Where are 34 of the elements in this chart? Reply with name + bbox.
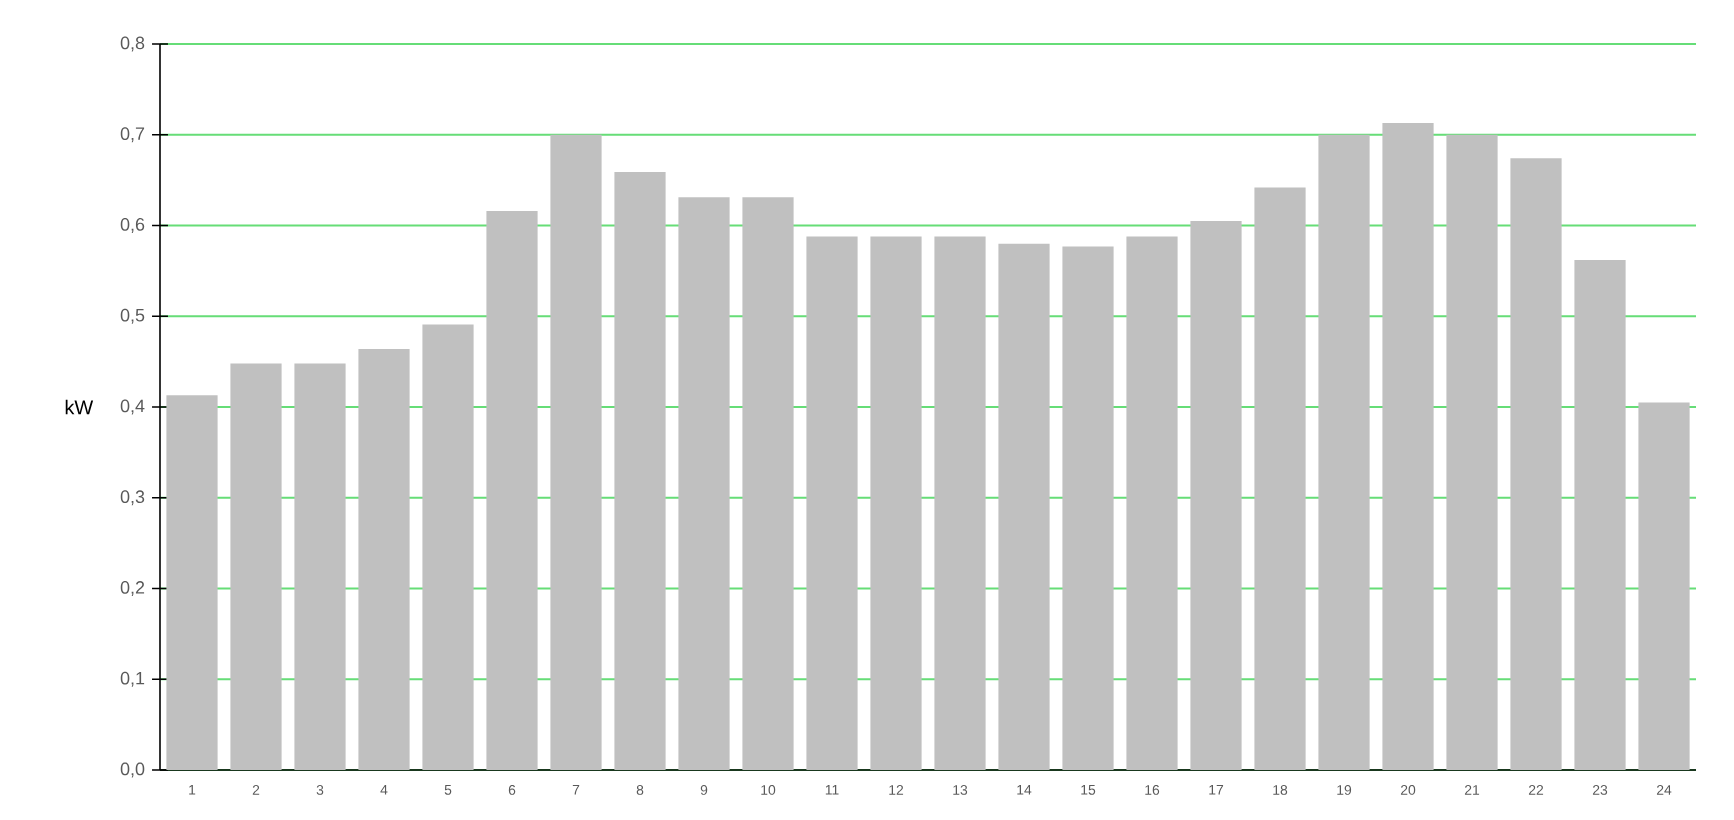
y-tick-label: 0,0 bbox=[120, 762, 145, 778]
y-tick-label: 0,7 bbox=[120, 127, 145, 143]
bar bbox=[1446, 134, 1498, 770]
bar bbox=[1126, 236, 1178, 770]
bar bbox=[1382, 122, 1434, 770]
bar bbox=[422, 324, 474, 770]
bar bbox=[614, 171, 666, 770]
y-tick-label: 0,5 bbox=[120, 308, 145, 324]
bar bbox=[678, 197, 730, 770]
bar bbox=[1062, 246, 1114, 770]
bar bbox=[1510, 158, 1562, 770]
bar bbox=[934, 236, 986, 770]
bar bbox=[1638, 402, 1690, 770]
y-tick-label: 0,8 bbox=[120, 36, 145, 52]
y-tick-label: 0,6 bbox=[120, 218, 145, 233]
bar bbox=[550, 134, 602, 770]
bar bbox=[1318, 134, 1370, 770]
y-tick-label: 0,2 bbox=[120, 581, 145, 596]
bar bbox=[742, 197, 794, 770]
bar bbox=[294, 363, 346, 770]
bar bbox=[1574, 259, 1626, 770]
y-tick-label: 0,4 bbox=[120, 399, 145, 415]
bar bbox=[230, 363, 282, 770]
bar bbox=[1190, 220, 1242, 770]
bar bbox=[358, 348, 410, 770]
bar bbox=[998, 243, 1050, 770]
y-tick-label: 0,3 bbox=[120, 490, 145, 506]
y-tick-label: 0,1 bbox=[120, 671, 145, 687]
bar bbox=[870, 236, 922, 770]
y-axis-title: kW bbox=[65, 399, 94, 415]
bar bbox=[486, 210, 538, 770]
bar bbox=[1254, 187, 1306, 770]
bar bbox=[166, 395, 218, 770]
bar bbox=[806, 236, 858, 770]
